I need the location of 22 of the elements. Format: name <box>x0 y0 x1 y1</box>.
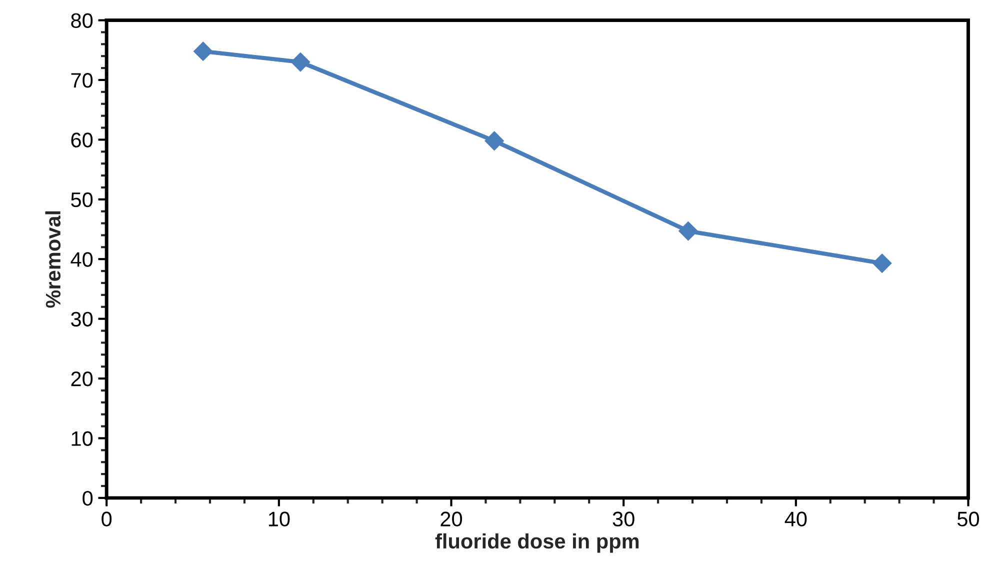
y-tick-label: 40 <box>70 252 93 267</box>
point <box>194 42 213 61</box>
x-tick-label: 20 <box>440 512 462 526</box>
point <box>484 131 504 150</box>
point <box>290 52 310 72</box>
y-tick-label: 70 <box>71 72 93 88</box>
point <box>872 254 892 273</box>
x-tick-label: 30 <box>612 512 634 526</box>
x-tick-label: 50 <box>957 512 980 526</box>
x-axis-title: fluoride dose in ppm <box>435 533 639 553</box>
y-tick-label: 10 <box>72 431 93 446</box>
x-tick-label: 40 <box>784 512 807 526</box>
y-tick-label: 0 <box>82 490 93 506</box>
y-tick-label: 50 <box>71 192 93 208</box>
x-tick-label: 0 <box>102 512 112 526</box>
x-tick-label: 10 <box>268 512 290 526</box>
y-axis-title: %removal <box>45 211 61 308</box>
y-tick-label: 60 <box>71 132 93 148</box>
point <box>678 222 698 241</box>
y-tick-label: 20 <box>71 372 93 386</box>
y-tick-label: 80 <box>71 13 93 28</box>
y-tick-label: 30 <box>71 312 93 327</box>
